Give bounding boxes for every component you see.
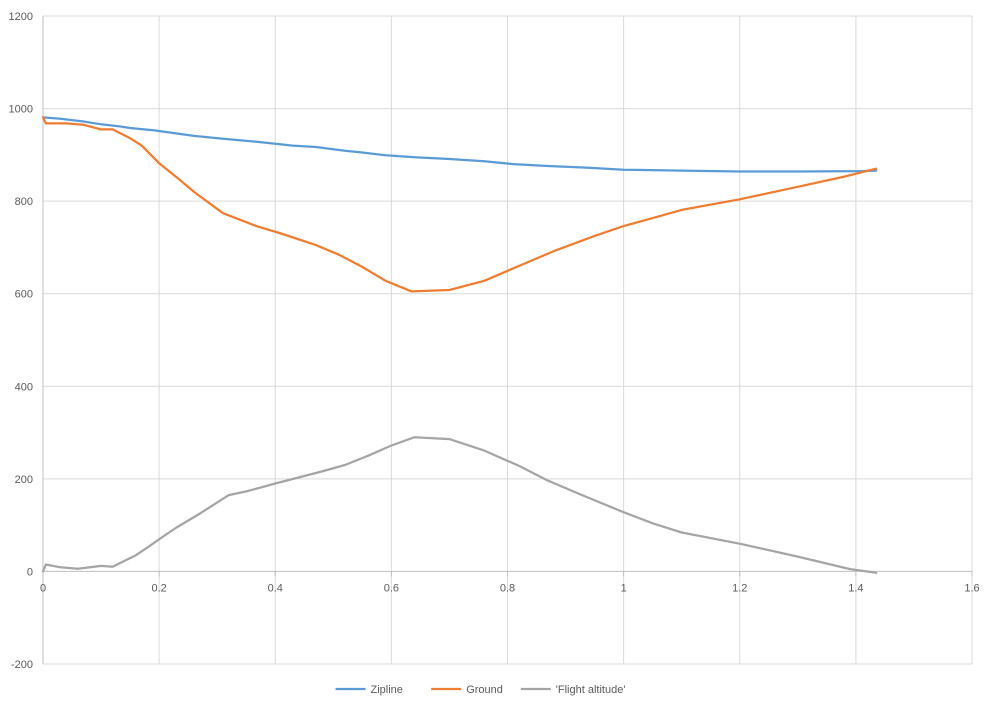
y-tick-label: 400 <box>15 381 33 393</box>
legend-label: Ground <box>466 684 503 696</box>
legend-item: Zipline <box>335 684 403 696</box>
series-line-0 <box>41 116 878 173</box>
x-tick-label: 0.4 <box>268 582 283 594</box>
legend-item: 'Flight altitude' <box>520 684 626 696</box>
y-tick-label: -200 <box>11 659 33 671</box>
legend: Zipline Ground 'Flight altitude' <box>335 684 626 696</box>
series-lines <box>41 116 878 574</box>
y-tick-label: 600 <box>15 289 33 301</box>
y-tick-label: 1200 <box>9 11 33 23</box>
x-tick-label: 1.2 <box>732 582 747 594</box>
x-tick-label: 0.6 <box>384 582 399 594</box>
x-tick-label: 1 <box>621 582 627 594</box>
x-tick-label: 0.2 <box>151 582 166 594</box>
x-tick-label: 0 <box>40 582 46 594</box>
axes <box>42 16 973 664</box>
legend-item: Ground <box>431 684 503 696</box>
x-tick-label: 0.8 <box>500 582 515 594</box>
y-tick-label: 200 <box>15 474 33 486</box>
gridlines <box>42 15 973 665</box>
x-tick-label: 1.4 <box>848 582 863 594</box>
legend-label: 'Flight altitude' <box>556 684 626 696</box>
series-line-2 <box>41 436 878 574</box>
x-tick-label: 1.6 <box>964 582 979 594</box>
series-line-1 <box>41 116 878 293</box>
x-axis-tick-labels: 0 0.2 0.4 0.6 0.8 1 1.2 1.4 1.6 <box>40 582 980 594</box>
y-tick-label: 800 <box>15 196 33 208</box>
y-axis-tick-labels: -200 0 200 400 600 800 1000 1200 <box>9 11 33 671</box>
legend-label: Zipline <box>371 684 403 696</box>
y-tick-label: 0 <box>27 566 33 578</box>
y-tick-label: 1000 <box>9 104 33 116</box>
